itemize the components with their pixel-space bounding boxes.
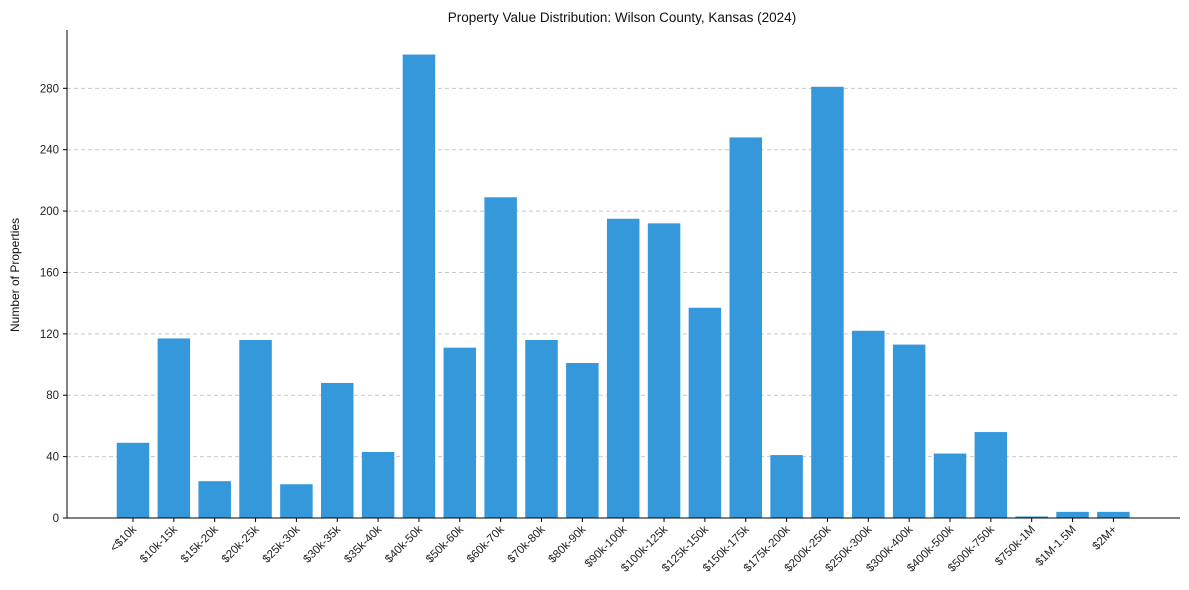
x-tick-label: <$10k — [108, 523, 139, 554]
x-tick-label: $50k-60k — [424, 523, 466, 565]
bar-5 — [321, 382, 354, 518]
x-tick-label: $40k-50k — [383, 523, 425, 565]
bar-8 — [443, 347, 477, 518]
x-tick-label: $10k-15k — [138, 523, 180, 565]
bar-11 — [566, 363, 599, 518]
x-tick-label: $70k-80k — [506, 523, 548, 565]
bar-6 — [361, 452, 395, 518]
bar-24 — [1097, 511, 1130, 518]
y-tick-label: 80 — [46, 390, 59, 402]
chart-title: Property Value Distribution: Wilson Coun… — [448, 10, 796, 25]
x-tick-label: $30k-35k — [301, 523, 343, 565]
x-tick-label: $60k-70k — [465, 523, 507, 565]
y-tick-label: 40 — [46, 452, 59, 464]
x-tick-labels: <$10k$10k-15k$15k-20k$20k-25k$25k-30k$30… — [108, 518, 1120, 575]
bar-3 — [239, 339, 272, 518]
bar-9 — [484, 197, 517, 518]
bars — [116, 54, 1130, 519]
bar-1 — [157, 338, 191, 518]
bar-16 — [770, 455, 803, 518]
bar-7 — [402, 54, 436, 518]
bar-13 — [647, 223, 681, 518]
bar-12 — [606, 218, 640, 519]
x-tick-label: $25k-30k — [261, 523, 303, 565]
y-tick-label: 160 — [40, 267, 59, 279]
bar-2 — [198, 481, 231, 518]
y-tick-label: 200 — [40, 206, 59, 218]
y-tick-label: 240 — [40, 145, 59, 157]
x-tick-label: $750k-1M — [993, 524, 1038, 569]
bar-4 — [280, 484, 313, 518]
y-tick-label: 280 — [40, 83, 59, 95]
y-axis-label: Number of Properties — [8, 218, 22, 332]
x-tick-label: $2M+ — [1090, 523, 1119, 552]
bar-23 — [1056, 511, 1089, 518]
bar-10 — [525, 339, 558, 518]
x-tick-label: $80k-90k — [547, 523, 589, 565]
bar-22 — [1015, 516, 1048, 518]
x-tick-label: $15k-20k — [179, 523, 221, 565]
bar-21 — [974, 432, 1008, 518]
bar-0 — [116, 442, 150, 518]
y-tick-labels: 0 40 80 120 160 200 240 280 — [40, 83, 67, 525]
y-tick-label: 120 — [40, 329, 59, 341]
bar-19 — [892, 344, 926, 518]
bar-17 — [811, 86, 844, 518]
x-tick-label: $20k-25k — [220, 523, 262, 565]
bar-18 — [852, 330, 885, 518]
bar-14 — [688, 307, 722, 518]
bar-20 — [933, 453, 967, 518]
x-tick-label: $35k-40k — [342, 523, 384, 565]
bar-15 — [729, 137, 762, 518]
y-tick-label: 0 — [53, 513, 59, 525]
x-tick-label: $1M-1.5M — [1034, 524, 1079, 569]
